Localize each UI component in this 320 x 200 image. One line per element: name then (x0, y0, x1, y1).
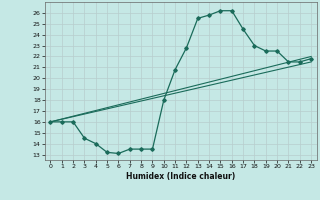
X-axis label: Humidex (Indice chaleur): Humidex (Indice chaleur) (126, 172, 236, 181)
